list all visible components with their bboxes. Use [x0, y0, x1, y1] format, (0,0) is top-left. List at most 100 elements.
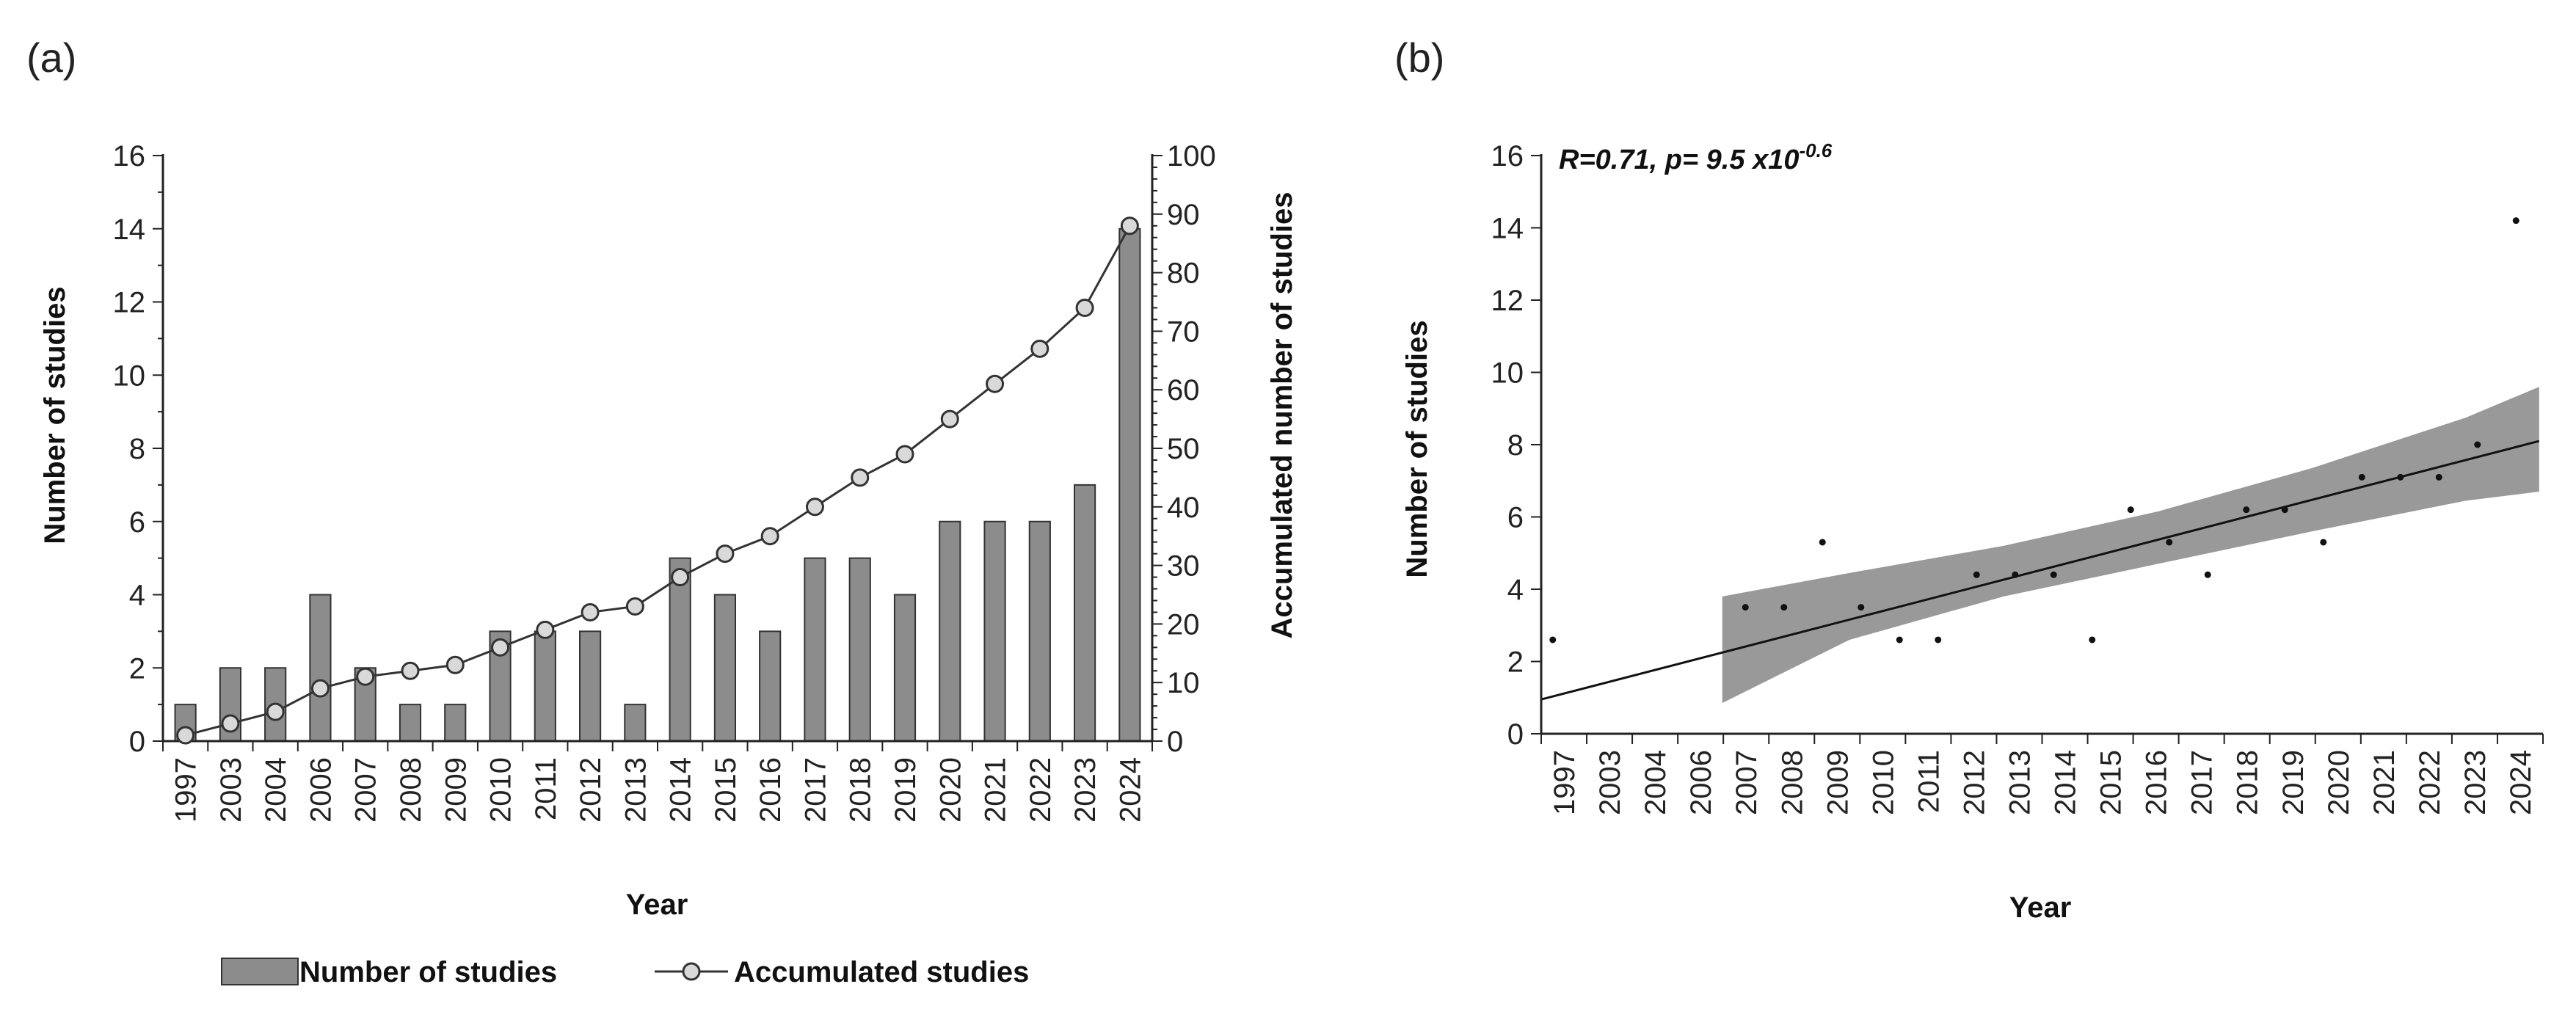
x-tick-label-2008: 2008	[1776, 750, 1808, 815]
scatter-point	[1858, 604, 1865, 611]
x-tick-label-2014: 2014	[665, 757, 697, 823]
scatter-point	[2435, 473, 2442, 481]
bar-2019	[893, 594, 917, 742]
y-tick-label: 16	[113, 140, 146, 172]
y-tick-label: 10	[113, 360, 146, 392]
x-tick-label-2009: 2009	[1822, 750, 1854, 815]
x-tick-label-2013: 2013	[619, 757, 652, 823]
panel-a-axes	[153, 154, 1163, 751]
x-tick-label-2019: 2019	[889, 757, 922, 823]
legend-label-number-of-studies: Number of studies	[299, 956, 557, 988]
x-tick-label-2018: 2018	[2232, 750, 2264, 815]
accumulated-point-2018	[851, 468, 870, 487]
accumulated-point-2009	[445, 655, 465, 674]
y-tick-label: 14	[113, 214, 146, 246]
y2-tick-label: 50	[1167, 433, 1200, 465]
y2-tick-label: 20	[1167, 608, 1200, 641]
legend: Number of studies Accumulated studies	[221, 956, 1029, 988]
x-tick-label-2023: 2023	[2459, 750, 2492, 815]
scatter-point	[2012, 571, 2019, 578]
scatter-point	[2127, 506, 2134, 514]
x-tick-label-2012: 2012	[1958, 750, 1990, 815]
y-tick-label: 2	[1507, 646, 1524, 679]
scatter-point	[2397, 473, 2404, 481]
scatter-point	[2050, 571, 2057, 578]
correlation-annotation-main: R=0.71, p= 9.5 x10	[1559, 145, 1799, 175]
correlation-annotation-exponent: -0.6	[1799, 139, 1832, 161]
x-tick-label-2007: 2007	[1731, 750, 1763, 815]
bar-2009	[444, 704, 467, 742]
y-tick-label: 4	[1507, 574, 1524, 606]
x-axis-title: Year	[626, 889, 688, 921]
y-tick-label: 14	[1491, 213, 1524, 245]
accumulated-point-2003	[221, 714, 240, 733]
bar-2011	[534, 630, 556, 742]
panel-a-label: (a)	[26, 34, 76, 81]
left-y-tick-labels: 0 2 4 6 8 10 12 14 16	[113, 140, 146, 758]
x-tick-label-2018: 2018	[845, 757, 877, 823]
accumulated-point-2014	[671, 568, 690, 587]
y2-tick-label: 10	[1167, 667, 1200, 699]
x-tick-label-2003: 2003	[215, 757, 247, 823]
scatter-point	[1973, 571, 1980, 578]
y-tick-label: 6	[1507, 502, 1524, 534]
x-tick-label-2020: 2020	[934, 757, 967, 823]
x-tick-label-2006: 2006	[305, 757, 337, 823]
x-tick-label-2019: 2019	[2277, 750, 2310, 815]
y-tick-label: 16	[1491, 140, 1524, 172]
x-tick-label-2010: 2010	[485, 757, 517, 823]
bar-2015	[713, 594, 737, 742]
x-tick-label-2020: 2020	[2323, 750, 2355, 815]
y-axis-title: Number of studies	[39, 286, 71, 544]
panel-a: (a) 0 2 4 6 8 10 12 14 16 0 10 20 30 40 50 60 70 80 90 100…	[26, 34, 1298, 988]
scatter-point	[2243, 506, 2250, 514]
y-tick-label: 8	[129, 433, 145, 465]
y2-tick-label: 30	[1167, 550, 1200, 583]
accumulated-point-2016	[760, 527, 779, 546]
x-tick-label-2024: 2024	[2505, 750, 2537, 815]
bar-2023	[1073, 484, 1096, 742]
scatter-point	[1896, 636, 1903, 644]
y2-tick-label: 100	[1167, 140, 1216, 172]
line-series-accumulated-studies	[176, 216, 1139, 745]
bar-2024	[1118, 227, 1141, 742]
x-tick-label-2017: 2017	[2186, 750, 2219, 815]
bar-series-number-of-studies	[174, 227, 1141, 742]
accumulated-point-2023	[1075, 298, 1094, 317]
panel-b-label: (b)	[1394, 34, 1444, 81]
accumulated-point-2015	[716, 544, 735, 564]
y-tick-label: 10	[1491, 357, 1524, 390]
x-tick-label-2021: 2021	[2368, 750, 2401, 815]
accumulated-point-1997	[176, 726, 195, 745]
y-tick-label: 4	[129, 580, 145, 612]
y-axis-title: Number of studies	[1401, 320, 1433, 577]
scatter-point	[1742, 604, 1749, 611]
x-tick-label-2009: 2009	[440, 757, 472, 823]
bar-2018	[848, 557, 871, 742]
x-tick-label-2008: 2008	[395, 757, 427, 823]
scatter-point	[2512, 217, 2519, 225]
x-tick-label-2024: 2024	[1114, 757, 1146, 823]
x-tick-label-2010: 2010	[1867, 750, 1899, 815]
y-tick-label: 0	[1507, 718, 1524, 751]
accumulated-point-2011	[536, 620, 555, 639]
bar-2021	[983, 520, 1006, 742]
correlation-annotation: R=0.71, p= 9.5 x10-0.6	[1559, 139, 1833, 175]
x-tick-label-2015: 2015	[710, 757, 742, 823]
x-tick-label-2006: 2006	[1685, 750, 1717, 815]
x-tick-label-2022: 2022	[2414, 750, 2446, 815]
x-tick-label-2004: 2004	[1640, 750, 1672, 815]
bar-2016	[759, 630, 782, 742]
accumulated-point-2017	[805, 497, 824, 517]
x-tick-label-1997: 1997	[170, 757, 203, 823]
accumulated-point-2006	[310, 679, 330, 698]
bar-2014	[669, 557, 691, 742]
y-tick-label: 12	[1491, 285, 1524, 317]
accumulated-point-2019	[895, 445, 914, 464]
accumulated-point-2020	[940, 409, 959, 429]
scatter-point	[2089, 636, 2096, 644]
y-tick-label: 2	[129, 652, 145, 685]
x-tick-label-2023: 2023	[1069, 757, 1102, 823]
y2-tick-label: 40	[1167, 492, 1200, 524]
